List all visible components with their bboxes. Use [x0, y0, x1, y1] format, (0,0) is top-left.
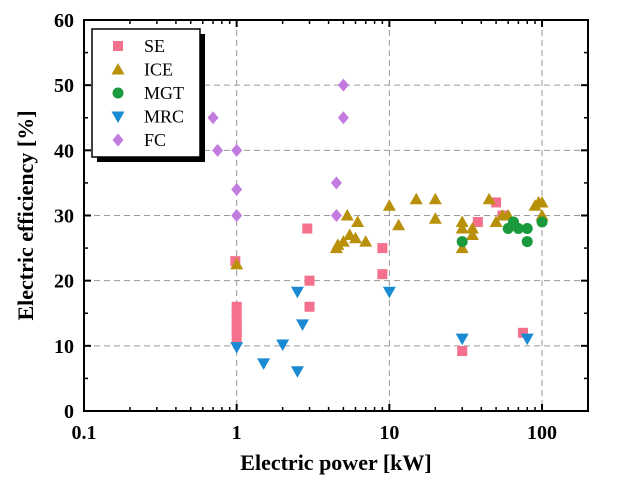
- data-point-mgt: [512, 223, 524, 235]
- y-tick-label: 30: [54, 206, 74, 228]
- data-point-se: [231, 332, 242, 343]
- y-tick-label: 40: [54, 140, 74, 162]
- data-point-se: [517, 327, 528, 338]
- legend: SE ICE MGT MRC FC: [91, 28, 205, 162]
- y-tick-label: 0: [64, 401, 74, 423]
- y-axis-title: Electric efficiency [%]: [13, 110, 38, 320]
- data-point-fc: [337, 78, 349, 92]
- data-point-ice: [428, 212, 442, 224]
- data-point-se: [231, 301, 242, 312]
- series-mrc: [230, 286, 534, 378]
- series-mgt: [456, 216, 548, 248]
- data-point-se: [491, 197, 502, 208]
- data-point-fc: [231, 182, 243, 196]
- legend-marker-se: [113, 41, 123, 51]
- data-point-ice: [489, 215, 503, 228]
- legend-label-fc: FC: [144, 130, 166, 150]
- y-tick-label: 60: [54, 10, 74, 32]
- data-point-ice: [336, 235, 350, 247]
- data-point-ice: [331, 238, 345, 250]
- data-point-se: [304, 301, 315, 312]
- x-tick-label: 100: [527, 422, 557, 444]
- data-point-mrc: [290, 286, 304, 299]
- data-point-ice: [351, 215, 365, 228]
- data-point-se: [231, 321, 242, 332]
- x-tick-label: 10: [379, 422, 399, 444]
- data-point-ice: [409, 192, 423, 205]
- data-point-mgt: [456, 236, 468, 248]
- data-point-mgt: [521, 223, 533, 235]
- data-point-fc: [212, 143, 224, 157]
- data-point-ice: [465, 228, 479, 241]
- legend-label-se: SE: [144, 36, 165, 56]
- data-point-se: [377, 243, 388, 254]
- data-point-se: [457, 346, 468, 357]
- x-axis-title: Electric power [kW]: [240, 450, 431, 475]
- data-point-mrc: [230, 342, 244, 354]
- data-point-se: [231, 326, 242, 337]
- data-points: [207, 78, 549, 378]
- data-point-se: [231, 308, 242, 319]
- legend-marker-mgt: [112, 87, 124, 99]
- data-point-fc: [207, 111, 219, 125]
- legend-label-mgt: MGT: [144, 83, 184, 103]
- data-point-fc: [231, 143, 243, 157]
- data-point-mgt: [521, 236, 533, 248]
- y-tick-label: 50: [54, 75, 74, 97]
- series-se: [230, 197, 528, 357]
- data-point-se: [304, 275, 315, 286]
- data-point-fc: [337, 111, 349, 125]
- data-point-fc: [330, 176, 342, 190]
- data-point-mrc: [520, 333, 534, 346]
- axis-ticks: 0 10 20 30 40 50 60 0.1 1 10 100: [54, 10, 588, 444]
- data-point-ice: [465, 222, 479, 234]
- data-point-ice: [382, 199, 396, 211]
- data-point-ice: [392, 218, 406, 231]
- data-point-se: [472, 217, 483, 228]
- legend-marker-mrc: [111, 111, 125, 123]
- data-point-ice: [348, 231, 362, 244]
- data-point-ice: [455, 222, 469, 234]
- data-point-ice: [455, 215, 469, 228]
- data-point-ice: [455, 241, 469, 254]
- y-tick-label: 10: [54, 336, 74, 358]
- y-tick-label: 20: [54, 271, 74, 293]
- legend-box: [91, 28, 201, 158]
- data-point-mrc: [455, 333, 469, 346]
- data-point-ice: [482, 192, 496, 205]
- data-point-ice: [340, 209, 354, 221]
- x-tick-label: 1: [232, 422, 242, 444]
- data-point-se: [377, 269, 388, 280]
- legend-marker-fc: [112, 133, 124, 147]
- data-point-se: [302, 223, 313, 234]
- data-point-mrc: [290, 366, 304, 378]
- data-point-ice: [535, 195, 549, 208]
- data-point-mrc: [276, 339, 290, 352]
- data-point-se: [231, 314, 242, 325]
- data-point-mrc: [296, 319, 310, 331]
- data-point-mgt: [536, 216, 548, 228]
- data-point-mrc: [257, 358, 271, 370]
- data-point-fc: [231, 209, 243, 222]
- x-tick-label: 0.1: [72, 422, 97, 444]
- legend-marker-ice: [111, 63, 125, 75]
- data-point-ice: [359, 235, 373, 247]
- legend-label-mrc: MRC: [144, 107, 184, 127]
- data-point-fc: [330, 209, 342, 222]
- data-point-ice: [428, 192, 442, 205]
- legend-label-ice: ICE: [144, 60, 173, 80]
- data-point-mrc: [382, 286, 396, 299]
- series-fc: [207, 78, 349, 222]
- data-point-ice: [230, 257, 244, 270]
